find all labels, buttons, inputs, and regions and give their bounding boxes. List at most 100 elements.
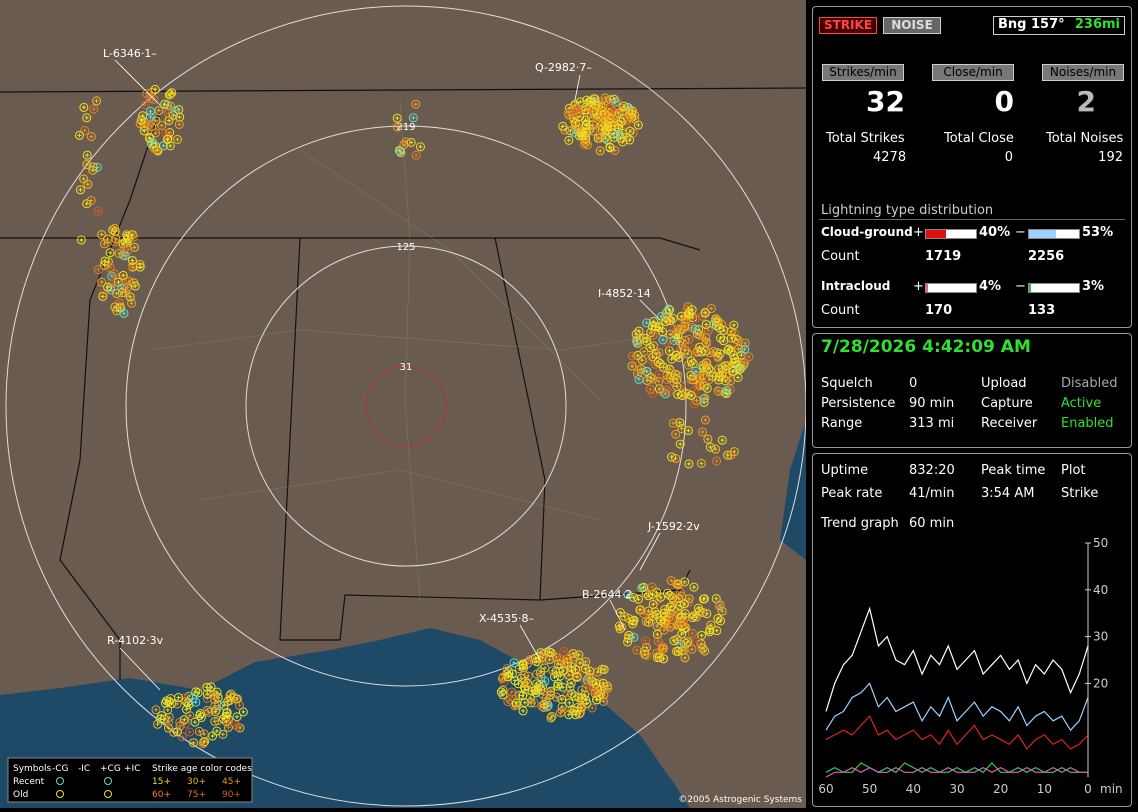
count-label: Count [821,303,860,318]
strike-cross [641,611,646,616]
noise-button[interactable]: NOISE [883,17,941,34]
strike-cross [683,390,688,395]
strike-cross [699,633,704,638]
strike [558,121,568,131]
strike-cross [611,131,616,136]
pct: 53% [1082,225,1114,240]
strikes [74,84,754,749]
strike [649,316,659,326]
strike-cross [730,369,735,374]
strike-cross [105,285,110,290]
strike-cross [395,116,400,121]
strike-cross [603,118,608,123]
setting-value: 313 mi [909,416,955,431]
strike [714,372,724,382]
strike [641,588,651,598]
strike-cross [121,273,126,278]
strike-button[interactable]: STRIKE [819,17,877,34]
strike [665,305,675,315]
strike-cross [689,359,694,364]
strike [690,324,700,334]
strike [190,717,200,727]
strike [733,372,743,382]
strike [671,350,681,360]
legend-text: +CG [100,764,121,774]
strike-cross [582,108,587,113]
strike-cross [660,329,665,334]
strike-cross [704,340,709,345]
strike-cross [651,602,656,607]
strike-cross [587,99,592,104]
strike-cross [520,693,525,698]
strike [712,347,722,357]
strike-cross [398,149,403,154]
strike [640,636,650,646]
strike-cross [228,692,233,697]
strike [150,84,160,94]
strike-cross [151,97,156,102]
strike-cross [110,281,115,286]
strike-cross [560,685,565,690]
strike [692,637,702,647]
strike [642,336,652,346]
bar-track [925,229,977,239]
strike [504,667,514,677]
strike-cross [631,635,636,640]
strike-cross [676,596,681,601]
leaders [114,59,661,691]
strike [606,102,616,112]
strike-cross [511,660,516,665]
strike-cross [162,102,167,107]
status-panel: 7/28/2026 4:42:09 AM Squelch 0 Upload Disab… [812,333,1132,448]
strike-cross [561,669,566,674]
strike [646,328,656,338]
strike-cross [597,136,602,141]
strike-cross [163,701,168,706]
strike [711,444,721,454]
strike [698,607,708,617]
strike [667,452,677,462]
stat-label: Peak rate [821,486,883,501]
strike-cross [665,377,670,382]
strike-cross [667,308,672,313]
strike [575,658,585,668]
strike-cross [165,136,170,141]
strike-cross [634,363,639,368]
strike [99,239,109,249]
strike [499,677,509,687]
strike [157,120,167,130]
strike-cross [627,107,632,112]
strike-cross [198,711,203,716]
strike [601,125,611,135]
strike [684,459,694,469]
strike-cross [650,585,655,590]
strike [539,649,549,659]
strike-cross [156,108,161,113]
strike [106,285,116,295]
strike [401,137,411,147]
strike-cross [656,360,661,365]
strike [570,118,580,128]
strike-cross [728,453,733,458]
strike-cross [583,118,588,123]
strike-cross [155,722,160,727]
strike-cross [700,374,705,379]
strike-cross [214,729,219,734]
strike [120,251,130,261]
strike-cross [696,606,701,611]
strike-cross [514,701,519,706]
strike-cross [644,645,649,650]
strike-cross [643,638,648,643]
strike [537,701,547,711]
strike [726,450,736,460]
setting-label: Range [821,416,863,431]
strike [571,665,581,675]
cell-label: X-4535·8– [479,612,534,625]
strike-cross [671,327,676,332]
strike-cross [595,112,600,117]
strike-cross [418,144,423,149]
strike-cross [164,131,169,136]
strike [652,648,662,658]
strike [652,587,662,597]
strike [600,125,610,135]
